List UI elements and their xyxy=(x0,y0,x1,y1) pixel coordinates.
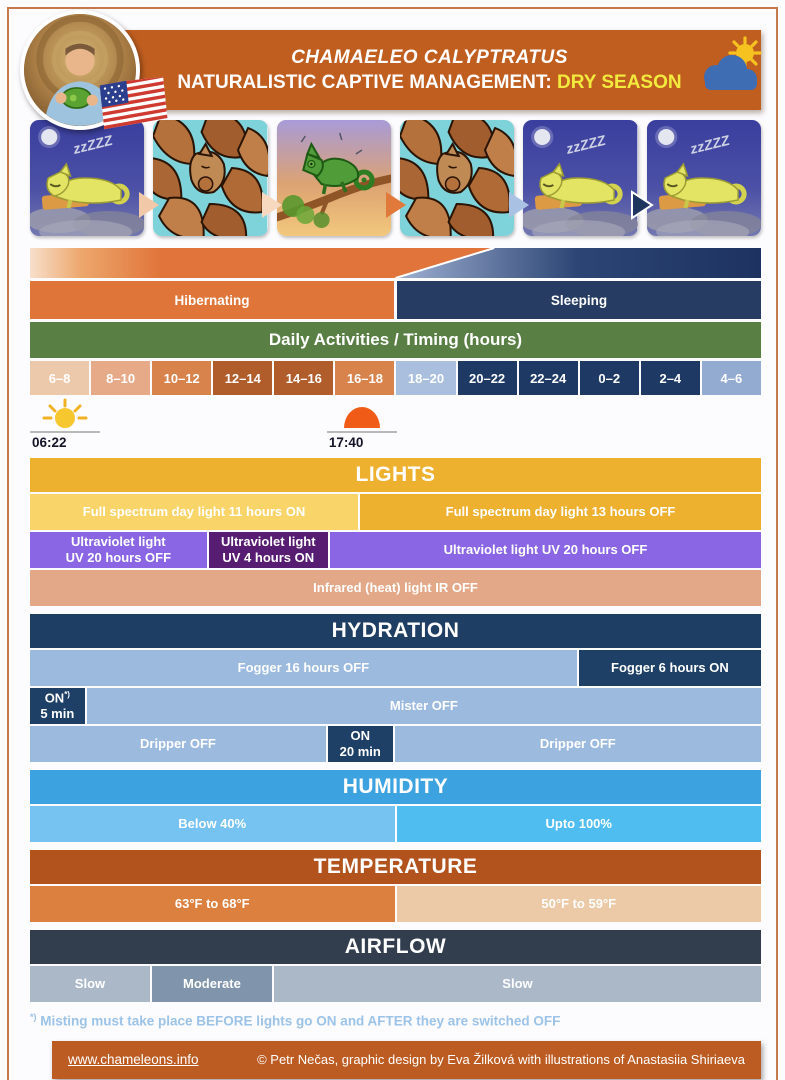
illustration-hibernating-in-leaves xyxy=(153,120,268,236)
illustration-strip: zzZZZ xyxy=(30,120,761,236)
schedule-segment: Ultraviolet light UV 20 hours OFF xyxy=(30,532,207,568)
time-slot: 20–22 xyxy=(457,361,517,395)
arrow-right-icon xyxy=(507,190,531,220)
schedule-sections: LIGHTS Full spectrum day light 11 hours O… xyxy=(30,458,761,1002)
us-flag-icon xyxy=(97,74,172,135)
time-slot: 0–2 xyxy=(579,361,639,395)
schedule-segment: Mister OFF xyxy=(86,688,761,724)
illustration-night-sleeping: zzZZZ xyxy=(30,120,145,236)
content-area: CHAMAELEO CALYPTRATUS NATURALISTIC CAPTI… xyxy=(30,0,762,1079)
schedule-row: Below 40% Upto 100% xyxy=(30,806,761,842)
credit-text: © Petr Nečas, graphic design by Eva Žilk… xyxy=(257,1052,745,1067)
section-header-hydration: HYDRATION xyxy=(30,614,761,648)
sunset-time: 17:40 xyxy=(328,435,364,450)
sunrise-time: 06:22 xyxy=(32,435,67,450)
time-slot: 22–24 xyxy=(518,361,578,395)
horizon-line xyxy=(326,431,397,433)
illustration-hibernating-in-leaves xyxy=(399,120,515,236)
time-slot: 8–10 xyxy=(91,361,151,395)
hour-slot-row: 6–8 8–10 10–12 12–14 14–16 16–18 18–20 20–22 22–… xyxy=(30,361,761,395)
schedule-row: Full spectrum day light 11 hours ON Full … xyxy=(30,494,761,530)
arrow-right-icon xyxy=(260,190,284,220)
section-header-temperature: TEMPERATURE xyxy=(30,850,761,884)
schedule-segment: ON 20 min xyxy=(327,726,393,762)
sunset-icon xyxy=(343,407,380,428)
species-title: CHAMAELEO CALYPTRATUS xyxy=(291,46,568,68)
section-temperature: TEMPERATURE 63°F to 68°F 50°F to 59°F xyxy=(30,850,761,922)
phase-hibernating: Hibernating xyxy=(30,281,394,319)
footnote-marker: *) xyxy=(30,1012,37,1022)
section-humidity: HUMIDITY Below 40% Upto 100% xyxy=(30,770,761,842)
schedule-segment: Dripper OFF xyxy=(394,726,761,762)
section-airflow: AIRFLOW Slow Moderate Slow xyxy=(30,930,761,1002)
sunset-marker: 17:40 xyxy=(326,398,397,450)
schedule-row: Fogger 16 hours OFF Fogger 6 hours ON xyxy=(30,650,761,686)
time-slot: 10–12 xyxy=(152,361,212,395)
schedule-segment: Slow xyxy=(30,966,150,1002)
footer-bar: www.chameleons.info © Petr Nečas, graphi… xyxy=(52,1040,761,1079)
schedule-segment: Ultraviolet light UV 4 hours ON xyxy=(208,532,328,568)
illustration-night-sleeping: zzZZZ xyxy=(523,120,638,236)
season-highlight: DRY SEASON xyxy=(557,71,682,93)
header-bar: CHAMAELEO CALYPTRATUS NATURALISTIC CAPTI… xyxy=(98,30,762,110)
section-header-humidity: HUMIDITY xyxy=(30,770,761,804)
footnote-text: Misting must take place BEFORE lights go… xyxy=(40,1013,561,1029)
horizon-line xyxy=(30,431,100,433)
arrow-right-icon xyxy=(630,190,654,220)
phase-sleeping: Sleeping xyxy=(397,281,761,319)
cloud-sun-icon xyxy=(697,36,767,100)
schedule-segment: Fogger 6 hours ON xyxy=(578,650,761,686)
phase-row: Hibernating Sleeping xyxy=(30,281,761,319)
subtitle-prefix: NATURALISTIC CAPTIVE MANAGEMENT: xyxy=(177,71,558,93)
schedule-segment: Infrared (heat) light IR OFF xyxy=(30,570,761,606)
sunrise-icon xyxy=(42,398,88,428)
schedule-row: Infrared (heat) light IR OFF xyxy=(30,570,761,606)
daily-activities-title: Daily Activities / Timing (hours) xyxy=(30,322,761,358)
time-slot: 4–6 xyxy=(701,361,761,395)
subtitle: NATURALISTIC CAPTIVE MANAGEMENT: DRY SEA… xyxy=(177,72,681,94)
schedule-segment: 63°F to 68°F xyxy=(30,886,395,922)
arrow-right-icon xyxy=(137,190,161,220)
time-slot: 18–20 xyxy=(396,361,456,395)
schedule-row: Dripper OFF ON 20 min Dripper OFF xyxy=(30,726,761,762)
schedule-segment: 50°F to 59°F xyxy=(396,886,761,922)
time-slot: 2–4 xyxy=(640,361,700,395)
schedule-segment: Upto 100% xyxy=(396,806,761,842)
schedule-row: ON*) 5 min Mister OFF xyxy=(30,688,761,724)
time-slot: 14–16 xyxy=(274,361,334,395)
schedule-row: Slow Moderate Slow xyxy=(30,966,761,1002)
schedule-segment: Slow xyxy=(273,966,761,1002)
time-slot: 16–18 xyxy=(335,361,395,395)
schedule-segment: Moderate xyxy=(151,966,272,1002)
schedule-row: 63°F to 68°F 50°F to 59°F xyxy=(30,886,761,922)
schedule-row: Ultraviolet light UV 20 hours OFF Ultravio… xyxy=(30,532,761,568)
website-link[interactable]: www.chameleons.info xyxy=(68,1052,199,1067)
schedule-segment: Dripper OFF xyxy=(30,726,326,762)
illustration-night-sleeping: zzZZZ xyxy=(646,120,761,236)
illustration-active-on-branch xyxy=(276,120,391,236)
schedule-segment: ON*) 5 min xyxy=(30,688,85,724)
schedule-segment: Ultraviolet light UV 20 hours OFF xyxy=(329,532,761,568)
schedule-segment: Full spectrum day light 11 hours ON xyxy=(30,494,359,530)
sunrise-marker: 06:22 xyxy=(30,398,100,450)
cloud-icon xyxy=(704,55,757,90)
arrow-right-icon xyxy=(384,190,408,220)
section-header-airflow: AIRFLOW xyxy=(30,930,761,964)
schedule-segment: Full spectrum day light 13 hours OFF xyxy=(360,494,761,530)
person-head xyxy=(65,46,95,76)
sun-events-row: 06:22 17:40 xyxy=(30,398,761,450)
section-hydration: HYDRATION Fogger 16 hours OFF Fogger 6 hou… xyxy=(30,614,761,762)
time-slot: 12–14 xyxy=(213,361,273,395)
time-slot: 6–8 xyxy=(30,361,90,395)
section-lights: LIGHTS Full spectrum day light 11 hours O… xyxy=(30,458,761,606)
section-header-lights: LIGHTS xyxy=(30,458,761,492)
schedule-segment: Below 40% xyxy=(30,806,395,842)
day-night-gradient-bar xyxy=(30,248,761,278)
schedule-segment: Fogger 16 hours OFF xyxy=(30,650,577,686)
misting-footnote: *) Misting must take place BEFORE lights… xyxy=(30,1012,761,1029)
